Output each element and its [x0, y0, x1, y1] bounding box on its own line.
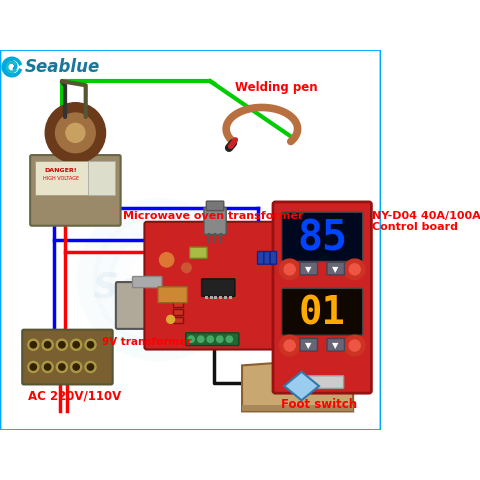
Text: DANGER!: DANGER!	[45, 168, 77, 173]
Circle shape	[28, 361, 39, 372]
Circle shape	[284, 264, 295, 275]
FancyBboxPatch shape	[327, 338, 345, 351]
Bar	[219, 296, 222, 299]
Polygon shape	[242, 405, 353, 411]
FancyBboxPatch shape	[144, 222, 283, 349]
Circle shape	[85, 361, 96, 372]
Bar	[224, 296, 227, 299]
Circle shape	[226, 336, 232, 342]
Circle shape	[42, 361, 53, 372]
FancyBboxPatch shape	[282, 288, 363, 335]
Bar	[173, 301, 182, 307]
Circle shape	[28, 339, 39, 350]
FancyBboxPatch shape	[116, 282, 179, 329]
Circle shape	[167, 315, 175, 324]
FancyBboxPatch shape	[190, 247, 207, 258]
Circle shape	[207, 336, 214, 342]
Bar	[173, 317, 182, 323]
Circle shape	[71, 339, 82, 350]
Circle shape	[30, 364, 36, 370]
Circle shape	[85, 339, 96, 350]
Polygon shape	[284, 372, 319, 400]
FancyBboxPatch shape	[257, 252, 264, 264]
Circle shape	[56, 339, 68, 350]
Circle shape	[59, 342, 65, 348]
Circle shape	[182, 263, 191, 273]
FancyBboxPatch shape	[158, 287, 187, 303]
Circle shape	[349, 340, 360, 351]
Bar	[173, 293, 182, 299]
Text: 85: 85	[297, 217, 347, 259]
Circle shape	[279, 259, 300, 280]
Text: 9V transformer: 9V transformer	[102, 337, 192, 347]
Text: ▼: ▼	[305, 265, 312, 274]
Circle shape	[73, 342, 79, 348]
Bar	[173, 309, 182, 314]
Text: HIGH VOLTAGE: HIGH VOLTAGE	[43, 176, 79, 180]
FancyBboxPatch shape	[270, 252, 276, 264]
Bar	[205, 296, 208, 299]
FancyBboxPatch shape	[300, 262, 317, 275]
Circle shape	[45, 342, 51, 348]
Bar	[228, 296, 232, 299]
Circle shape	[59, 364, 65, 370]
Text: ▼: ▼	[333, 265, 339, 274]
Circle shape	[56, 113, 95, 153]
Circle shape	[73, 364, 79, 370]
FancyBboxPatch shape	[273, 202, 372, 393]
Circle shape	[45, 103, 106, 163]
FancyBboxPatch shape	[206, 201, 224, 211]
Text: NY-D04 40A/100A: NY-D04 40A/100A	[372, 211, 480, 221]
Polygon shape	[242, 358, 353, 411]
Circle shape	[45, 364, 51, 370]
Circle shape	[345, 335, 365, 356]
Circle shape	[87, 342, 94, 348]
Circle shape	[42, 339, 53, 350]
FancyBboxPatch shape	[204, 207, 226, 234]
FancyBboxPatch shape	[299, 376, 344, 388]
Circle shape	[66, 123, 85, 143]
FancyBboxPatch shape	[132, 276, 162, 288]
Text: Foot switch: Foot switch	[281, 398, 357, 411]
Circle shape	[345, 259, 365, 280]
FancyBboxPatch shape	[186, 333, 239, 346]
FancyBboxPatch shape	[327, 262, 345, 275]
Circle shape	[188, 336, 194, 342]
Text: AC 220V/110V: AC 220V/110V	[28, 389, 121, 402]
Circle shape	[30, 342, 36, 348]
Text: Seablue: Seablue	[93, 271, 256, 305]
Circle shape	[56, 361, 68, 372]
Circle shape	[284, 340, 295, 351]
FancyBboxPatch shape	[300, 338, 317, 351]
Text: Control board: Control board	[372, 222, 458, 232]
FancyBboxPatch shape	[264, 252, 270, 264]
Circle shape	[159, 252, 174, 267]
Text: Microwave oven transformer: Microwave oven transformer	[123, 211, 303, 221]
Text: ▼: ▼	[333, 341, 339, 350]
Circle shape	[71, 361, 82, 372]
FancyBboxPatch shape	[282, 212, 363, 262]
Bar	[214, 296, 217, 299]
Bar	[209, 296, 213, 299]
FancyBboxPatch shape	[30, 155, 120, 226]
FancyBboxPatch shape	[202, 279, 235, 296]
FancyBboxPatch shape	[35, 161, 88, 195]
FancyBboxPatch shape	[22, 330, 113, 384]
Text: 01: 01	[299, 294, 346, 332]
Circle shape	[349, 264, 360, 275]
Text: ▼: ▼	[305, 341, 312, 350]
Circle shape	[198, 336, 204, 342]
Circle shape	[87, 364, 94, 370]
Circle shape	[279, 335, 300, 356]
Text: Welding pen: Welding pen	[235, 81, 317, 94]
FancyBboxPatch shape	[88, 161, 115, 195]
Circle shape	[216, 336, 223, 342]
Text: Seablue: Seablue	[24, 58, 100, 76]
